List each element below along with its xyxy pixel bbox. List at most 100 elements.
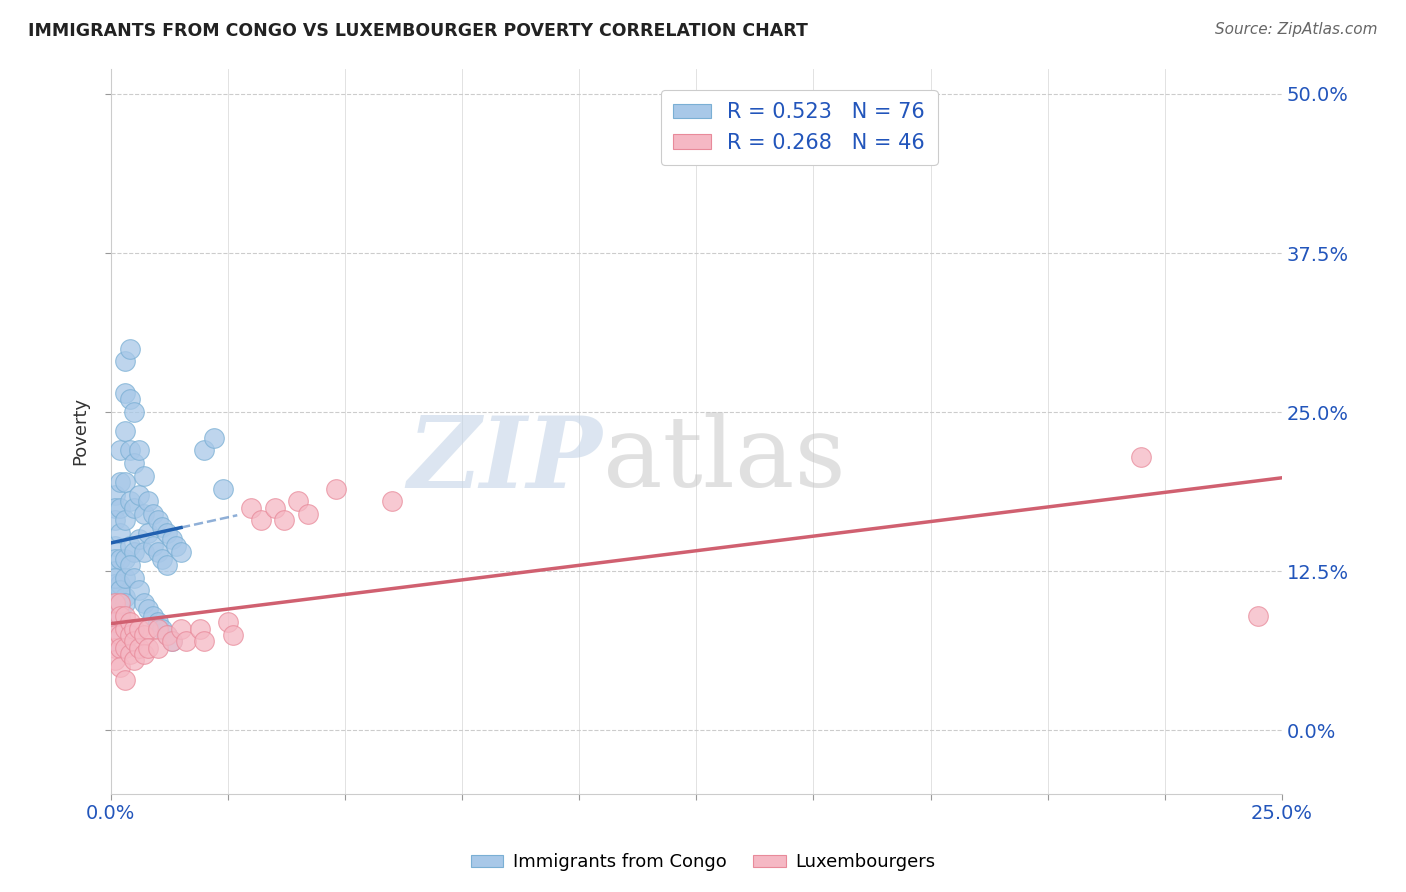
- Legend: Immigrants from Congo, Luxembourgers: Immigrants from Congo, Luxembourgers: [464, 847, 942, 879]
- Point: [325, 482, 347, 496]
- Point: [150, 551, 173, 566]
- Point: [122, 622, 145, 636]
- Point: [122, 405, 145, 419]
- Point: [104, 653, 127, 667]
- Point: [132, 647, 155, 661]
- Point: [128, 640, 150, 655]
- Point: [142, 608, 165, 623]
- Point: [108, 577, 131, 591]
- Point: [108, 628, 131, 642]
- Point: [114, 386, 136, 401]
- Point: [104, 564, 127, 578]
- Point: [114, 571, 136, 585]
- Point: [108, 551, 131, 566]
- Point: [122, 545, 145, 559]
- Point: [170, 622, 193, 636]
- Point: [142, 539, 165, 553]
- Point: [114, 622, 136, 636]
- Point: [240, 500, 263, 515]
- Point: [273, 513, 295, 527]
- Point: [193, 634, 215, 648]
- Point: [174, 634, 197, 648]
- Text: atlas: atlas: [603, 412, 845, 508]
- Point: [122, 456, 145, 470]
- Point: [156, 628, 179, 642]
- Point: [114, 551, 136, 566]
- Point: [104, 488, 127, 502]
- Point: [297, 507, 319, 521]
- Point: [212, 482, 235, 496]
- Point: [136, 602, 159, 616]
- Point: [263, 500, 285, 515]
- Point: [146, 615, 169, 630]
- Point: [104, 602, 127, 616]
- Point: [114, 608, 136, 623]
- Point: [156, 526, 179, 541]
- Point: [118, 628, 141, 642]
- Point: [108, 443, 131, 458]
- Point: [122, 571, 145, 585]
- Point: [104, 640, 127, 655]
- Point: [132, 545, 155, 559]
- Point: [108, 602, 131, 616]
- Point: [122, 653, 145, 667]
- Point: [136, 622, 159, 636]
- Point: [114, 673, 136, 687]
- Point: [114, 513, 136, 527]
- Point: [150, 622, 173, 636]
- Point: [104, 551, 127, 566]
- Y-axis label: Poverty: Poverty: [72, 397, 89, 466]
- Point: [108, 526, 131, 541]
- Point: [188, 622, 211, 636]
- Point: [132, 468, 155, 483]
- Point: [118, 494, 141, 508]
- Point: [118, 558, 141, 572]
- Point: [128, 488, 150, 502]
- Point: [118, 342, 141, 356]
- Point: [118, 392, 141, 407]
- Point: [128, 443, 150, 458]
- Point: [287, 494, 309, 508]
- Point: [104, 596, 127, 610]
- Point: [108, 660, 131, 674]
- Point: [132, 596, 155, 610]
- Point: [108, 500, 131, 515]
- Point: [104, 615, 127, 630]
- Point: [104, 628, 127, 642]
- Point: [136, 494, 159, 508]
- Point: [108, 608, 131, 623]
- Point: [108, 475, 131, 490]
- Point: [249, 513, 271, 527]
- Point: [104, 500, 127, 515]
- Point: [104, 539, 127, 553]
- Point: [146, 640, 169, 655]
- Point: [193, 443, 215, 458]
- Legend: R = 0.523   N = 76, R = 0.268   N = 46: R = 0.523 N = 76, R = 0.268 N = 46: [661, 90, 938, 165]
- Point: [165, 539, 187, 553]
- Point: [142, 507, 165, 521]
- Point: [156, 628, 179, 642]
- Point: [160, 634, 183, 648]
- Point: [108, 583, 131, 598]
- Point: [104, 590, 127, 604]
- Point: [114, 596, 136, 610]
- Point: [128, 622, 150, 636]
- Point: [160, 533, 183, 547]
- Point: [104, 615, 127, 630]
- Point: [108, 640, 131, 655]
- Point: [114, 475, 136, 490]
- Point: [108, 608, 131, 623]
- Point: [150, 520, 173, 534]
- Point: [128, 583, 150, 598]
- Point: [146, 513, 169, 527]
- Point: [104, 577, 127, 591]
- Point: [108, 640, 131, 655]
- Point: [217, 615, 239, 630]
- Point: [146, 545, 169, 559]
- Point: [381, 494, 404, 508]
- Point: [128, 533, 150, 547]
- Point: [136, 640, 159, 655]
- Point: [132, 507, 155, 521]
- Text: ZIP: ZIP: [408, 412, 603, 508]
- Point: [118, 539, 141, 553]
